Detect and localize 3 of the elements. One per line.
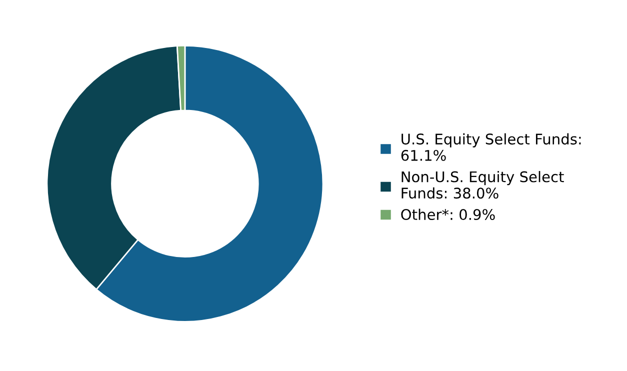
legend-label: Non-U.S. Equity Select Funds: 38.0%	[402, 171, 564, 199]
legend-label: Other*: 0.9%	[401, 208, 495, 220]
legend-label: U.S. Equity Select Funds: 61.1%	[401, 133, 581, 161]
